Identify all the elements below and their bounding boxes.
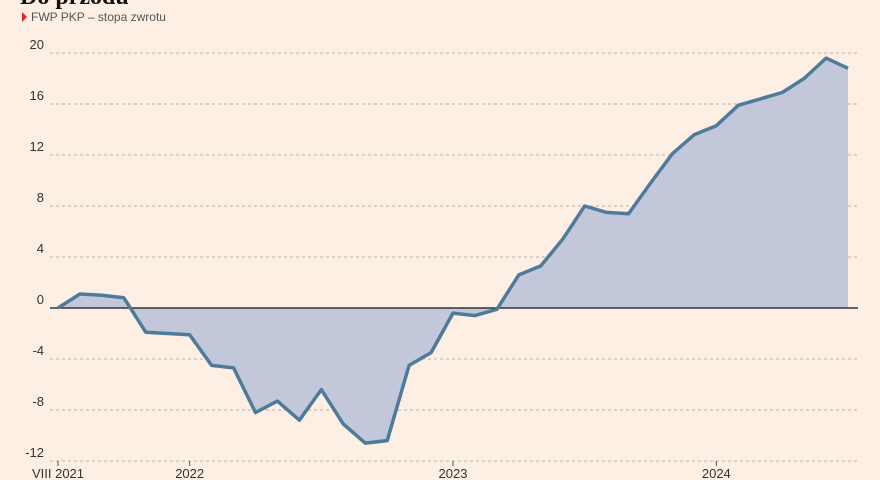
y-tick-label: 16 (30, 88, 44, 103)
y-tick-label: 4 (37, 241, 44, 256)
x-tick-label: 2023 (439, 466, 468, 480)
y-tick-label: 12 (30, 139, 44, 154)
x-tick-label: 2024 (702, 466, 731, 480)
y-tick-label: -4 (32, 343, 44, 358)
y-tick-label: -12 (25, 445, 44, 460)
y-tick-label: 0 (37, 292, 44, 307)
y-tick-label: -8 (32, 394, 44, 409)
x-tick-label: VIII 2021 (32, 466, 84, 480)
chart-title: Do przodu (20, 0, 129, 10)
chart-subtitle: FWP PKP – stopa zwrotu (31, 10, 166, 24)
x-tick-label: 2022 (175, 466, 204, 480)
legend-marker (22, 12, 27, 22)
area (58, 58, 848, 444)
y-tick-label: 20 (30, 37, 44, 52)
y-tick-label: 8 (37, 190, 44, 205)
line (57, 56, 849, 445)
